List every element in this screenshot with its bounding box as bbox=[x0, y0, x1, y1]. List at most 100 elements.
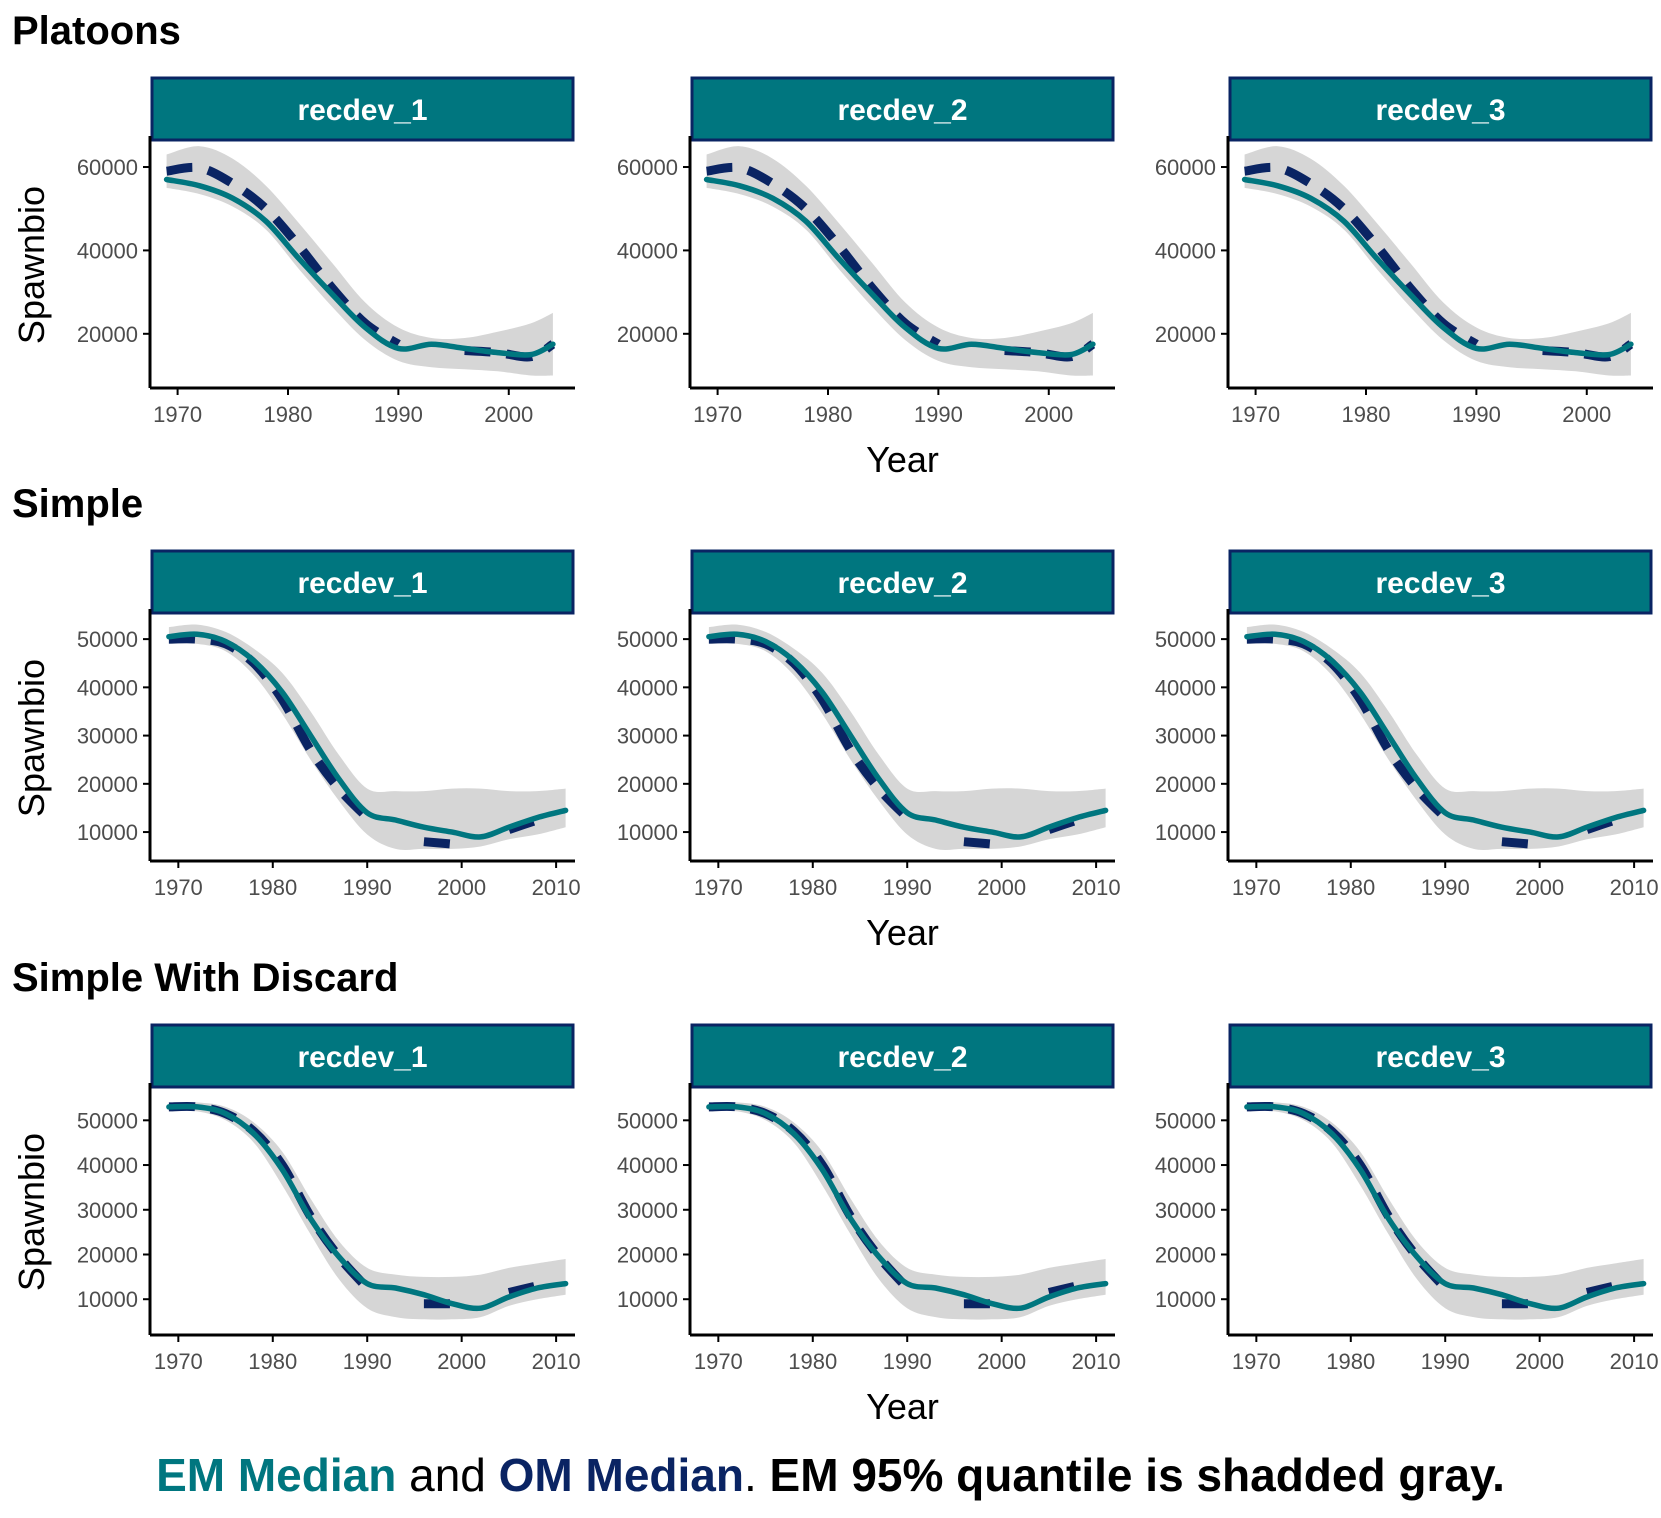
y-tick-label-simple-discard-recdev_2-50000: 50000 bbox=[617, 1108, 678, 1133]
y-tick-label-simple-recdev_1-30000: 30000 bbox=[77, 724, 138, 749]
facet-strip-simple-discard-recdev_3 bbox=[1228, 1023, 1653, 1089]
x-axis-title-platoons: Year bbox=[866, 439, 939, 480]
facet-label-simple-recdev_3: recdev_3 bbox=[1375, 567, 1505, 600]
facet-label-simple-discard-recdev_2: recdev_2 bbox=[837, 1041, 967, 1074]
x-tick-label-simple-recdev_3-1980: 1980 bbox=[1326, 875, 1375, 900]
y-tick-label-simple-recdev_3-10000: 10000 bbox=[1155, 820, 1216, 845]
facet-label-simple-discard-recdev_1: recdev_1 bbox=[297, 1041, 427, 1074]
x-tick-label-simple-discard-recdev_2-2000: 2000 bbox=[977, 1349, 1026, 1374]
legend-and-text: and bbox=[409, 1449, 486, 1501]
x-tick-label-simple-recdev_2-2010: 2010 bbox=[1072, 875, 1121, 900]
y-tick-label-simple-recdev_1-40000: 40000 bbox=[77, 675, 138, 700]
om-median-line-simple-discard-recdev_2-2 bbox=[1047, 1281, 1079, 1297]
x-tick-label-simple-discard-recdev_1-1990: 1990 bbox=[343, 1349, 392, 1374]
x-tick-label-simple-recdev_2-1980: 1980 bbox=[788, 875, 837, 900]
x-axis-title-simple: Year bbox=[866, 912, 939, 953]
x-tick-label-simple-recdev_1-1980: 1980 bbox=[248, 875, 297, 900]
figure: Platoons recdev_1 20000 40000 60000 1970 1980 1… bbox=[11, 9, 1659, 1427]
y-tick-label-platoons-recdev_2-60000: 60000 bbox=[617, 155, 678, 180]
x-tick-label-simple-discard-recdev_3-2010: 2010 bbox=[1610, 1349, 1659, 1374]
x-tick-label-platoons-recdev_1-1970: 1970 bbox=[153, 402, 202, 427]
x-tick-label-platoons-recdev_2-1970: 1970 bbox=[693, 402, 742, 427]
y-tick-label-simple-discard-recdev_1-10000: 10000 bbox=[77, 1287, 138, 1312]
facet-label-simple-recdev_2: recdev_2 bbox=[837, 567, 967, 600]
row-title-platoons: Platoons bbox=[12, 9, 181, 53]
x-axis-title-simple-discard: Year bbox=[866, 1386, 939, 1427]
legend-caption: EM Median and OM Median. EM 95% quantile… bbox=[0, 1448, 1661, 1502]
em-median-line-platoons-recdev_2-0 bbox=[703, 176, 1096, 358]
om-median-line-simple-recdev_2-1 bbox=[963, 837, 993, 849]
y-tick-label-simple-discard-recdev_3-50000: 50000 bbox=[1155, 1108, 1216, 1133]
x-tick-label-simple-recdev_3-1990: 1990 bbox=[1421, 875, 1470, 900]
x-tick-label-platoons-recdev_3-1980: 1980 bbox=[1342, 402, 1391, 427]
facet-strip-simple-recdev_3 bbox=[1228, 549, 1653, 615]
legend-om-median: OM Median bbox=[498, 1449, 744, 1501]
quantile-band-simple-discard-recdev_1 bbox=[168, 1102, 566, 1320]
y-axis-title-simple: Spawnbio bbox=[11, 659, 52, 817]
facet-label-simple-discard-recdev_3: recdev_3 bbox=[1375, 1041, 1505, 1074]
om-median-line-platoons-recdev_1-0 bbox=[165, 162, 401, 349]
em-median-line-simple-recdev_1-0 bbox=[166, 631, 569, 840]
x-tick-label-platoons-recdev_3-1990: 1990 bbox=[1452, 402, 1501, 427]
facet-label-platoons-recdev_3: recdev_3 bbox=[1375, 94, 1505, 127]
quantile-band-simple-recdev_1 bbox=[168, 624, 566, 851]
y-tick-label-platoons-recdev_1-40000: 40000 bbox=[77, 238, 138, 263]
x-tick-label-simple-discard-recdev_1-2010: 2010 bbox=[532, 1349, 581, 1374]
em-median-line-simple-discard-recdev_2-0 bbox=[706, 1103, 1109, 1312]
x-tick-label-platoons-recdev_2-1990: 1990 bbox=[914, 402, 963, 427]
legend-em-median: EM Median bbox=[156, 1449, 397, 1501]
x-tick-label-simple-discard-recdev_1-1970: 1970 bbox=[154, 1349, 203, 1374]
y-tick-label-simple-recdev_2-40000: 40000 bbox=[617, 675, 678, 700]
y-tick-label-platoons-recdev_1-20000: 20000 bbox=[77, 322, 138, 347]
y-tick-label-simple-discard-recdev_1-30000: 30000 bbox=[77, 1198, 138, 1223]
y-tick-label-simple-discard-recdev_1-20000: 20000 bbox=[77, 1242, 138, 1267]
y-tick-label-simple-recdev_3-20000: 20000 bbox=[1155, 772, 1216, 797]
x-tick-label-simple-recdev_2-1990: 1990 bbox=[883, 875, 932, 900]
om-median-line-simple-recdev_3-1 bbox=[1501, 837, 1531, 849]
y-tick-label-simple-recdev_3-50000: 50000 bbox=[1155, 627, 1216, 652]
facet-label-platoons-recdev_2: recdev_2 bbox=[837, 94, 967, 127]
y-tick-label-simple-discard-recdev_3-20000: 20000 bbox=[1155, 1242, 1216, 1267]
y-tick-label-simple-recdev_1-20000: 20000 bbox=[77, 772, 138, 797]
x-tick-label-platoons-recdev_1-1980: 1980 bbox=[264, 402, 313, 427]
facet-strip-platoons-recdev_3 bbox=[1228, 76, 1653, 142]
y-tick-label-simple-recdev_3-40000: 40000 bbox=[1155, 675, 1216, 700]
om-median-line-platoons-recdev_2-0 bbox=[705, 162, 941, 349]
facet-strip-platoons-recdev_2 bbox=[690, 76, 1115, 142]
y-tick-label-simple-discard-recdev_1-50000: 50000 bbox=[77, 1108, 138, 1133]
facet-strip-simple-discard-recdev_2 bbox=[690, 1023, 1115, 1089]
x-tick-label-simple-discard-recdev_2-2010: 2010 bbox=[1072, 1349, 1121, 1374]
y-tick-label-platoons-recdev_2-20000: 20000 bbox=[617, 322, 678, 347]
y-tick-label-simple-discard-recdev_3-40000: 40000 bbox=[1155, 1153, 1216, 1178]
x-tick-label-simple-discard-recdev_2-1990: 1990 bbox=[883, 1349, 932, 1374]
x-tick-label-simple-discard-recdev_2-1970: 1970 bbox=[694, 1349, 743, 1374]
x-tick-label-simple-discard-recdev_3-1990: 1990 bbox=[1421, 1349, 1470, 1374]
facet-strip-simple-recdev_1 bbox=[150, 549, 575, 615]
y-axis-title-simple-discard: Spawnbio bbox=[11, 1133, 52, 1291]
x-tick-label-platoons-recdev_3-2000: 2000 bbox=[1562, 402, 1611, 427]
y-tick-label-simple-recdev_2-20000: 20000 bbox=[617, 772, 678, 797]
row-title-simple: Simple bbox=[12, 482, 143, 526]
x-tick-label-platoons-recdev_2-1980: 1980 bbox=[804, 402, 853, 427]
facet-strip-simple-discard-recdev_1 bbox=[150, 1023, 575, 1089]
y-tick-label-simple-discard-recdev_1-40000: 40000 bbox=[77, 1153, 138, 1178]
x-tick-label-simple-recdev_1-2010: 2010 bbox=[532, 875, 581, 900]
quantile-band-simple-recdev_3 bbox=[1246, 624, 1644, 851]
em-median-line-simple-discard-recdev_1-0 bbox=[166, 1103, 569, 1312]
x-tick-label-simple-recdev_1-1970: 1970 bbox=[154, 875, 203, 900]
em-median-line-simple-recdev_2-0 bbox=[706, 631, 1109, 840]
facet-label-simple-recdev_1: recdev_1 bbox=[297, 567, 427, 600]
y-tick-label-simple-recdev_3-30000: 30000 bbox=[1155, 724, 1216, 749]
x-tick-label-simple-discard-recdev_1-1980: 1980 bbox=[248, 1349, 297, 1374]
x-tick-label-platoons-recdev_3-1970: 1970 bbox=[1231, 402, 1280, 427]
x-tick-label-simple-discard-recdev_3-1970: 1970 bbox=[1232, 1349, 1281, 1374]
y-tick-label-simple-discard-recdev_2-10000: 10000 bbox=[617, 1287, 678, 1312]
y-tick-label-platoons-recdev_1-60000: 60000 bbox=[77, 155, 138, 180]
x-tick-label-platoons-recdev_2-2000: 2000 bbox=[1024, 402, 1073, 427]
x-tick-label-platoons-recdev_1-2000: 2000 bbox=[484, 402, 533, 427]
legend-period: . bbox=[743, 1449, 757, 1501]
om-median-line-platoons-recdev_3-0 bbox=[1243, 162, 1479, 349]
quantile-band-simple-discard-recdev_3 bbox=[1246, 1102, 1644, 1320]
x-tick-label-simple-recdev_1-1990: 1990 bbox=[343, 875, 392, 900]
x-tick-label-simple-discard-recdev_1-2000: 2000 bbox=[437, 1349, 486, 1374]
